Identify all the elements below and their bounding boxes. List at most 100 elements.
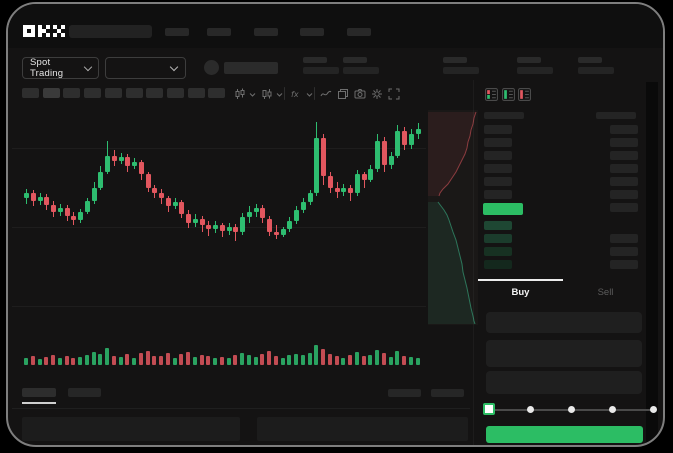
candlestick-chart[interactable] <box>12 108 426 370</box>
volume-bar <box>321 349 325 365</box>
slider-stop[interactable] <box>526 405 534 413</box>
volume-bar <box>125 354 130 365</box>
nav-menu-item-placeholder[interactable] <box>300 28 324 36</box>
candle-style-alt-icon[interactable] <box>261 87 273 99</box>
bid-size-placeholder[interactable] <box>610 234 638 243</box>
timeframe-button-placeholder[interactable] <box>166 88 184 98</box>
candle-down <box>145 174 151 188</box>
amount-field-placeholder[interactable] <box>486 340 642 367</box>
timeframe-button-placeholder[interactable] <box>125 88 143 98</box>
candle-up <box>132 162 137 167</box>
candle-up <box>118 156 124 161</box>
volume-bar <box>44 356 49 365</box>
volume-bar <box>84 354 89 365</box>
trading-mode-selector[interactable]: Spot Trading <box>22 57 99 79</box>
ask-row-placeholder[interactable] <box>484 125 512 134</box>
bottom-action-placeholder[interactable] <box>388 389 421 397</box>
chevron-icon[interactable] <box>304 88 316 100</box>
settings-icon[interactable] <box>371 87 383 99</box>
nav-search-placeholder[interactable] <box>69 25 152 38</box>
ask-row-placeholder[interactable] <box>484 138 512 147</box>
orderbook-header-placeholder <box>484 112 524 119</box>
chart-gridline <box>12 227 426 228</box>
ask-size-placeholder[interactable] <box>610 138 638 147</box>
ask-size-placeholder[interactable] <box>610 203 638 212</box>
volume-bar <box>381 353 386 365</box>
bottom-tab-underline <box>22 402 56 404</box>
chevron-icon[interactable] <box>274 88 286 100</box>
timeframe-button-placeholder[interactable] <box>22 88 39 98</box>
ticker-stat-label-placeholder <box>343 57 367 63</box>
bid-row-placeholder[interactable] <box>484 247 512 256</box>
timeframe-button-placeholder[interactable] <box>208 88 226 98</box>
chevron-icon[interactable] <box>247 88 259 100</box>
bid-row-placeholder[interactable] <box>484 260 512 269</box>
book-asks-icon[interactable] <box>518 88 531 101</box>
bottom-action-placeholder[interactable] <box>431 389 464 397</box>
volume-bar <box>267 350 271 365</box>
bid-row-placeholder[interactable] <box>484 221 512 230</box>
candle-down <box>233 226 239 232</box>
slider-stop[interactable] <box>608 405 616 413</box>
ask-size-placeholder[interactable] <box>610 125 638 134</box>
volume-bar <box>98 353 103 365</box>
bid-size-placeholder[interactable] <box>610 260 638 269</box>
ask-size-placeholder[interactable] <box>610 177 638 186</box>
candle-up <box>395 131 401 156</box>
candle-down <box>334 187 340 192</box>
candle-down <box>199 218 205 226</box>
volume-bar <box>368 354 373 365</box>
chart-gridline <box>12 148 426 149</box>
timeframe-button-placeholder[interactable] <box>63 88 81 98</box>
bottom-tab-placeholder[interactable] <box>68 388 101 397</box>
compare-icon[interactable] <box>337 87 349 99</box>
bottom-tab-active-placeholder[interactable] <box>22 388 56 397</box>
indicators-icon[interactable]: fx <box>290 87 302 99</box>
ask-size-placeholder[interactable] <box>610 164 638 173</box>
candle-style-icon[interactable] <box>234 87 246 99</box>
ask-row-placeholder[interactable] <box>484 164 512 173</box>
camera-icon[interactable] <box>354 87 366 99</box>
nav-menu-item-placeholder[interactable] <box>207 28 231 36</box>
ask-size-placeholder[interactable] <box>610 190 638 199</box>
volume-bar <box>64 355 69 365</box>
tab-sell[interactable]: Sell <box>563 279 648 305</box>
timeframe-button-placeholder[interactable] <box>42 88 60 98</box>
candle-up <box>307 193 313 203</box>
timeframe-button-placeholder[interactable] <box>84 88 102 98</box>
price-field-placeholder[interactable] <box>486 312 642 333</box>
tab-buy-label: Buy <box>511 286 530 298</box>
fullscreen-icon[interactable] <box>388 87 400 100</box>
slider-handle[interactable] <box>483 403 495 415</box>
slider-stop[interactable] <box>649 405 657 413</box>
line-tools-icon[interactable] <box>320 87 332 99</box>
ticker-stat-label-placeholder <box>443 57 467 63</box>
volume-bar <box>172 357 177 365</box>
book-bids-icon[interactable] <box>501 88 515 101</box>
bid-size-placeholder[interactable] <box>610 247 638 256</box>
nav-menu-item-placeholder[interactable] <box>165 28 189 36</box>
candle-up <box>388 155 394 165</box>
ask-row-placeholder[interactable] <box>484 190 512 199</box>
ask-size-placeholder[interactable] <box>610 151 638 160</box>
tab-buy[interactable]: Buy <box>478 279 563 305</box>
bid-row-placeholder[interactable] <box>484 234 512 243</box>
buy-submit-button[interactable] <box>486 426 643 443</box>
pair-name-placeholder[interactable] <box>224 62 278 74</box>
slider-stop[interactable] <box>567 405 575 413</box>
nav-menu-item-placeholder[interactable] <box>347 28 371 36</box>
timeframe-button-placeholder[interactable] <box>104 88 122 98</box>
timeframe-button-placeholder[interactable] <box>146 88 164 98</box>
ask-row-placeholder[interactable] <box>484 177 512 186</box>
nav-menu-item-placeholder[interactable] <box>254 28 278 36</box>
total-field-placeholder[interactable] <box>486 371 642 394</box>
depth-map <box>428 110 478 325</box>
book-combined-icon[interactable] <box>485 88 498 101</box>
volume-bar <box>375 350 379 365</box>
ask-row-placeholder[interactable] <box>484 151 512 160</box>
pair-selector[interactable] <box>105 57 186 79</box>
orderbook-header-placeholder <box>596 112 636 119</box>
candle-up <box>354 174 360 194</box>
timeframe-button-placeholder[interactable] <box>187 88 205 98</box>
candle-up <box>84 201 90 212</box>
